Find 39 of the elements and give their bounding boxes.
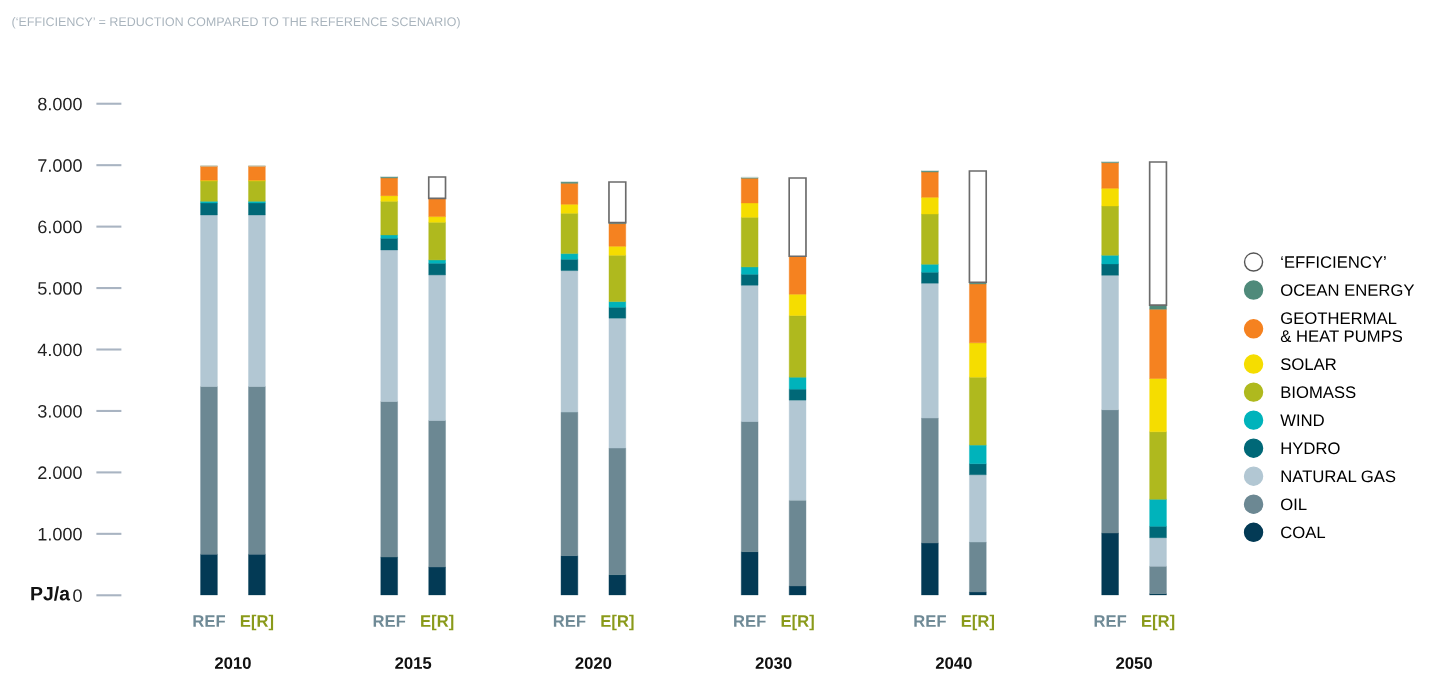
y-axis-title: PJ/a bbox=[31, 586, 71, 601]
x-tick-label: E[R] bbox=[1142, 614, 1175, 631]
x-tick-label: E[R] bbox=[240, 614, 274, 631]
legend-label: COAL bbox=[1281, 526, 1326, 539]
x-tick-label: REF bbox=[914, 615, 946, 627]
y-tick-label: 3.000 bbox=[38, 404, 82, 418]
chart-subtitle: (‘EFFICIENCY’ = REDUCTION COMPARED TO THE REFERENCE SCENARIO) bbox=[12, 16, 460, 29]
text: ‘EFFICIENCY’ bbox=[1281, 256, 1386, 268]
legend-label: WIND bbox=[1280, 414, 1324, 426]
y-tick-label: 4.000 bbox=[37, 343, 82, 357]
x-tick-label: E[R] bbox=[781, 614, 814, 631]
x-tick-label: REF bbox=[553, 615, 586, 627]
legend-label: HYDRO bbox=[1281, 442, 1340, 455]
y-tick-label: 7.000 bbox=[38, 159, 82, 172]
x-tick-label: E[R] bbox=[421, 614, 454, 631]
x-tick-label: REF bbox=[193, 615, 226, 627]
legend-label: SOLAR bbox=[1280, 358, 1336, 371]
text: 2020 bbox=[575, 657, 612, 669]
text: 2015 bbox=[395, 657, 432, 669]
x-tick-label: E[R] bbox=[601, 614, 634, 631]
x-tick-label: REF bbox=[1094, 615, 1127, 627]
legend-label: OIL bbox=[1281, 498, 1307, 511]
x-tick-label: E[R] bbox=[961, 614, 995, 631]
text: 2040 bbox=[935, 657, 972, 669]
y-tick-label: 0 bbox=[73, 589, 82, 602]
y-tick-label: 8.000 bbox=[38, 97, 82, 111]
text: 2010 bbox=[214, 657, 251, 669]
x-tick-label: REF bbox=[373, 615, 406, 627]
legend-label: NATURAL GAS bbox=[1281, 470, 1396, 483]
text: 2050 bbox=[1116, 657, 1152, 669]
y-tick-label: 2.000 bbox=[38, 466, 82, 480]
legend-label: OCEAN ENERGY bbox=[1281, 284, 1415, 297]
x-tick-label: REF bbox=[734, 615, 766, 627]
y-tick-label: 6.000 bbox=[38, 220, 82, 234]
y-tick-label: 1.000 bbox=[38, 527, 82, 541]
text: 2030 bbox=[755, 657, 792, 669]
legend-label: GEOTHERMAL & HEAT PUMPS bbox=[1280, 312, 1403, 343]
legend-label: BIOMASS bbox=[1281, 386, 1356, 399]
y-tick-label: 5.000 bbox=[38, 282, 82, 295]
